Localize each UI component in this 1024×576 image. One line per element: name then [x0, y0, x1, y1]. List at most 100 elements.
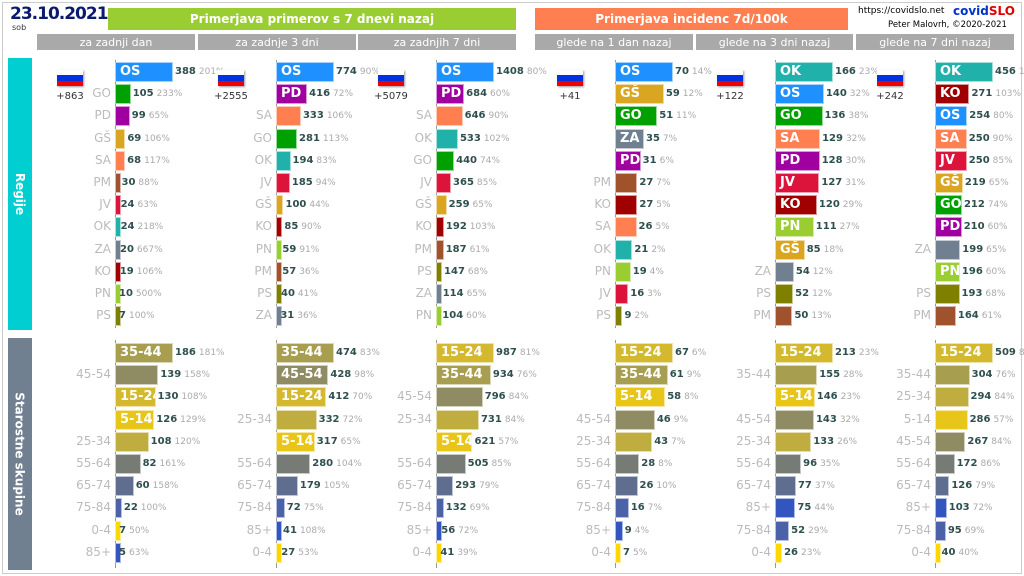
age-bar[interactable] [615, 454, 640, 474]
region-bar[interactable] [276, 306, 282, 327]
age-bar[interactable] [615, 498, 629, 519]
region-bar[interactable]: OS [935, 106, 968, 127]
region-bar[interactable]: PD [775, 150, 820, 171]
region-bar[interactable]: OS [115, 62, 173, 82]
age-bar[interactable] [775, 454, 802, 474]
region-bar[interactable] [276, 217, 283, 238]
age-bar[interactable] [775, 520, 790, 541]
age-bar[interactable] [436, 498, 444, 519]
region-bar[interactable] [276, 261, 282, 282]
age-bar[interactable] [615, 476, 638, 497]
age-bar[interactable] [436, 409, 479, 430]
age-bar[interactable]: 35-44 [615, 365, 668, 386]
region-bar[interactable] [935, 306, 956, 327]
region-bar[interactable]: OK [935, 62, 993, 82]
age-bar[interactable]: 5-14 [436, 431, 474, 452]
age-bar[interactable] [615, 520, 623, 541]
region-bar[interactable] [115, 150, 126, 171]
region-bar[interactable]: ZA [615, 128, 644, 149]
region-bar[interactable]: OS [615, 62, 673, 82]
region-bar[interactable] [615, 306, 623, 327]
region-bar[interactable] [115, 239, 121, 260]
region-bar[interactable] [115, 284, 121, 304]
age-bar[interactable] [615, 431, 653, 452]
age-bar[interactable] [935, 454, 955, 474]
region-bar[interactable]: OS [436, 62, 494, 82]
age-bar[interactable] [935, 520, 946, 541]
age-bar[interactable] [935, 431, 966, 452]
age-bar[interactable] [935, 542, 941, 563]
region-bar[interactable] [436, 106, 463, 127]
age-bar[interactable]: 15-24 [615, 343, 673, 363]
age-bar[interactable] [115, 498, 122, 519]
region-bar[interactable] [615, 195, 638, 216]
age-bar[interactable]: 15-24 [436, 343, 494, 363]
region-bar[interactable]: GO [935, 195, 962, 216]
age-bar[interactable]: 5-14 [276, 431, 315, 452]
region-bar[interactable]: GO [615, 106, 658, 127]
age-bar[interactable] [935, 365, 970, 386]
age-bar[interactable]: 5-14 [775, 387, 815, 408]
region-bar[interactable] [276, 195, 284, 216]
region-bar[interactable] [436, 150, 455, 171]
region-bar[interactable] [436, 128, 458, 149]
region-bar[interactable]: GŠ [935, 173, 963, 193]
region-bar[interactable] [276, 106, 301, 127]
region-bar[interactable] [436, 284, 442, 304]
age-bar[interactable] [775, 431, 812, 452]
region-bar[interactable]: KO [935, 84, 970, 105]
age-bar[interactable] [115, 431, 149, 452]
age-bar[interactable]: 5-14 [115, 409, 155, 430]
age-bar[interactable] [436, 387, 483, 408]
region-bar[interactable] [436, 306, 442, 327]
age-bar[interactable] [115, 454, 141, 474]
age-bar[interactable] [115, 542, 121, 563]
age-bar[interactable]: 15-24 [935, 343, 993, 363]
region-bar[interactable] [276, 173, 290, 193]
region-bar[interactable]: SA [775, 128, 821, 149]
age-bar[interactable] [935, 498, 947, 519]
age-bar[interactable] [115, 365, 159, 386]
region-bar[interactable]: PD [276, 84, 308, 105]
region-bar[interactable]: KO [775, 195, 817, 216]
region-bar[interactable] [115, 106, 130, 127]
age-bar[interactable]: 5-14 [615, 387, 666, 408]
age-bar[interactable] [276, 476, 298, 497]
region-bar[interactable] [935, 284, 960, 304]
region-bar[interactable] [115, 261, 121, 282]
region-bar[interactable] [436, 195, 447, 216]
age-bar[interactable] [276, 454, 311, 474]
region-bar[interactable] [115, 84, 131, 105]
region-bar[interactable]: OS [276, 62, 334, 82]
site-url[interactable]: https://covidslo.net [858, 6, 945, 16]
age-bar[interactable] [436, 542, 442, 563]
region-bar[interactable]: PD [615, 150, 641, 171]
age-bar[interactable]: 15-24 [775, 343, 833, 363]
region-bar[interactable] [436, 217, 444, 238]
region-bar[interactable] [615, 173, 638, 193]
region-bar[interactable] [775, 284, 794, 304]
region-bar[interactable] [115, 128, 126, 149]
region-bar[interactable]: PN [775, 217, 814, 238]
age-bar[interactable]: 15-24 [276, 387, 327, 408]
age-bar[interactable] [615, 409, 655, 430]
region-bar[interactable] [115, 306, 121, 327]
age-bar[interactable] [775, 476, 796, 497]
region-bar[interactable] [615, 284, 629, 304]
age-bar[interactable] [935, 409, 968, 430]
region-bar[interactable]: OK [775, 62, 833, 82]
region-bar[interactable]: GŠ [775, 239, 805, 260]
age-bar[interactable] [276, 498, 285, 519]
age-bar[interactable] [935, 387, 969, 408]
age-bar[interactable]: 35-44 [115, 343, 173, 363]
region-bar[interactable]: JV [935, 150, 967, 171]
age-bar[interactable] [276, 542, 282, 563]
region-bar[interactable]: PD [436, 84, 465, 105]
age-bar[interactable]: 35-44 [436, 365, 491, 386]
region-bar[interactable]: GO [775, 106, 823, 127]
age-bar[interactable] [935, 476, 950, 497]
region-bar[interactable] [115, 217, 121, 238]
region-bar[interactable]: OS [775, 84, 824, 105]
region-bar[interactable]: GŠ [615, 84, 664, 105]
region-bar[interactable]: PD [935, 217, 962, 238]
